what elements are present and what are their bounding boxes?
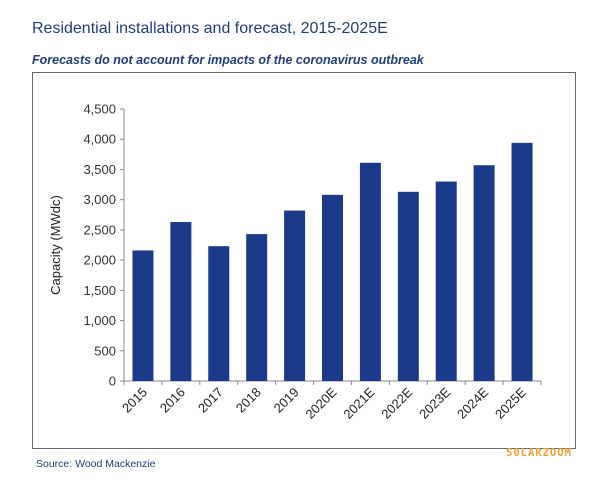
x-tick-label: 2023E [416, 384, 453, 421]
bar-2016 [170, 222, 192, 381]
y-tick-label: 1,500 [83, 283, 116, 298]
y-tick-label: 3,000 [83, 192, 116, 207]
chart-frame: 0 500 1,000 1,500 2,000 2,500 3,000 3,500 4,000 4… [32, 72, 576, 449]
x-tick-label: 2022E [378, 384, 415, 421]
bar-2023E [435, 181, 457, 381]
x-tick-label: 2015 [119, 385, 150, 416]
x-tick-label: 2025E [492, 384, 529, 421]
bar-chart: 0 500 1,000 1,500 2,000 2,500 3,000 3,500 4,000 4… [48, 102, 542, 422]
y-tick-label: 4,000 [83, 132, 116, 147]
bar-2022E [397, 191, 419, 381]
bar-2024E [473, 165, 495, 381]
y-tick-label: 0 [109, 374, 116, 389]
bar-2017 [208, 246, 230, 381]
bar-2019 [284, 210, 306, 381]
x-tick-label: 2017 [195, 385, 226, 416]
chart-subtitle: Forecasts do not account for impacts of … [32, 53, 424, 67]
x-tick-label: 2021E [340, 384, 377, 421]
y-tick-label: 2,000 [83, 253, 116, 268]
bar-2015 [132, 250, 154, 381]
x-tick-label: 2020E [302, 384, 339, 421]
y-tick-label: 3,500 [83, 162, 116, 177]
y-tick-label: 1,000 [83, 313, 116, 328]
bar-2025E [511, 142, 533, 381]
x-tick-label: 2024E [454, 384, 491, 421]
watermark-logo: SOLARZOOM [506, 447, 572, 459]
bar-2021E [359, 162, 381, 381]
source-note: Source: Wood Mackenzie [36, 458, 156, 470]
y-tick-label: 500 [94, 343, 116, 358]
x-tick-label: 2018 [233, 385, 264, 416]
y-tick-label: 2,500 [83, 222, 116, 237]
y-tick-label: 4,500 [83, 102, 116, 117]
x-tick-label: 2019 [271, 385, 302, 416]
y-axis-title: Capacity (MWdc) [48, 195, 63, 295]
chart-title: Residential installations and forecast, … [32, 20, 388, 37]
x-tick-label: 2016 [157, 385, 188, 416]
bar-2018 [246, 234, 268, 381]
bar-2020E [322, 194, 343, 381]
